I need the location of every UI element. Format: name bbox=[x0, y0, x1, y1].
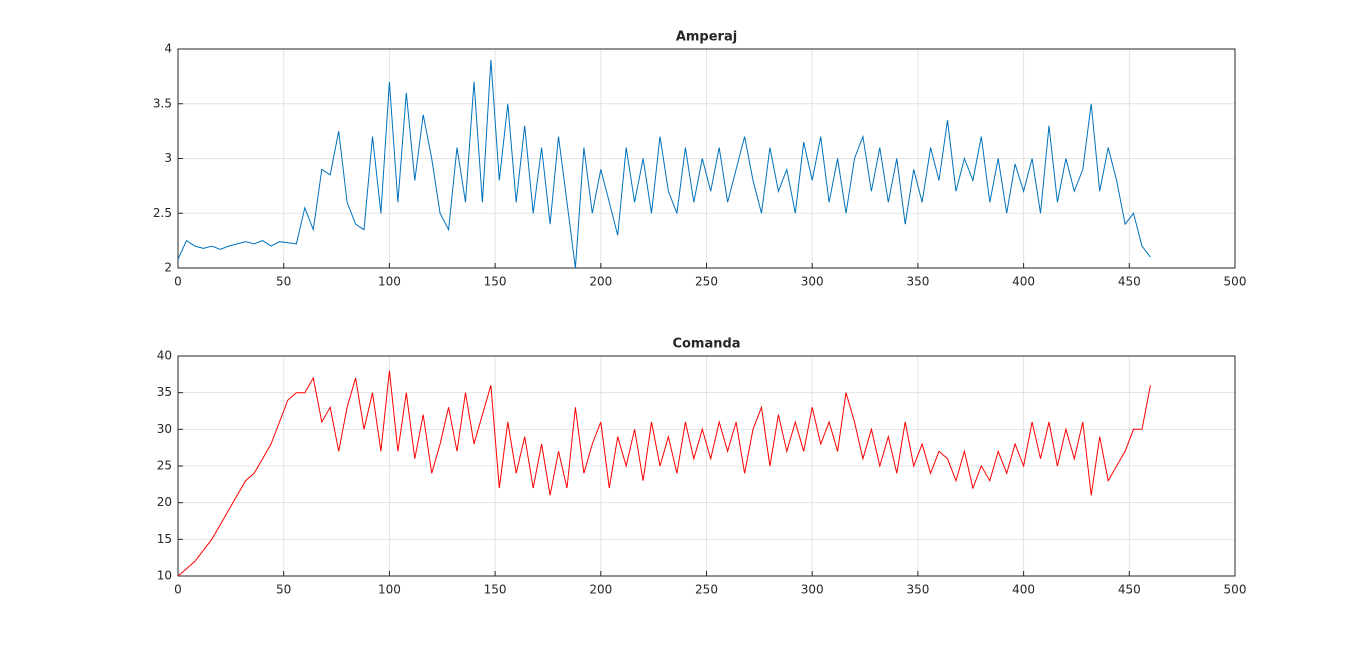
x-tick-label: 50 bbox=[276, 583, 291, 597]
x-tick-label: 300 bbox=[801, 583, 824, 597]
x-tick-label: 150 bbox=[484, 583, 507, 597]
x-tick-label: 500 bbox=[1224, 583, 1247, 597]
y-tick-label: 25 bbox=[157, 459, 172, 473]
x-tick-label: 300 bbox=[801, 275, 824, 289]
y-tick-label: 35 bbox=[157, 385, 172, 399]
chart-title: Amperaj bbox=[676, 30, 737, 45]
x-tick-label: 400 bbox=[1012, 275, 1035, 289]
x-tick-label: 200 bbox=[589, 583, 612, 597]
x-tick-label: 450 bbox=[1118, 583, 1141, 597]
x-tick-label: 350 bbox=[906, 275, 929, 289]
data-line bbox=[177, 59, 1151, 269]
y-tick-label: 3 bbox=[164, 151, 172, 165]
x-tick-label: 100 bbox=[378, 583, 401, 597]
y-tick-label: 2 bbox=[164, 261, 172, 275]
x-tick-label: 450 bbox=[1118, 275, 1141, 289]
data-line bbox=[177, 370, 1151, 577]
y-tick-label: 2.5 bbox=[153, 206, 172, 220]
x-tick-label: 250 bbox=[695, 583, 718, 597]
x-tick-label: 350 bbox=[906, 583, 929, 597]
x-tick-label: 0 bbox=[174, 275, 182, 289]
y-tick-label: 20 bbox=[157, 495, 172, 509]
y-tick-label: 30 bbox=[157, 422, 172, 436]
x-tick-label: 0 bbox=[174, 583, 182, 597]
x-tick-label: 500 bbox=[1224, 275, 1247, 289]
y-tick-label: 15 bbox=[157, 532, 172, 546]
axes-frame bbox=[177, 355, 1236, 577]
y-tick-label: 10 bbox=[157, 569, 172, 583]
y-tick-label: 4 bbox=[164, 42, 172, 56]
y-tick-label: 40 bbox=[157, 349, 172, 363]
x-tick-label: 150 bbox=[484, 275, 507, 289]
chart-title: Comanda bbox=[672, 337, 740, 352]
y-tick-label: 3.5 bbox=[153, 96, 172, 110]
x-tick-label: 250 bbox=[695, 275, 718, 289]
x-tick-label: 200 bbox=[589, 275, 612, 289]
x-tick-label: 50 bbox=[276, 275, 291, 289]
axes-frame bbox=[177, 48, 1236, 269]
x-tick-label: 400 bbox=[1012, 583, 1035, 597]
x-tick-label: 100 bbox=[378, 275, 401, 289]
